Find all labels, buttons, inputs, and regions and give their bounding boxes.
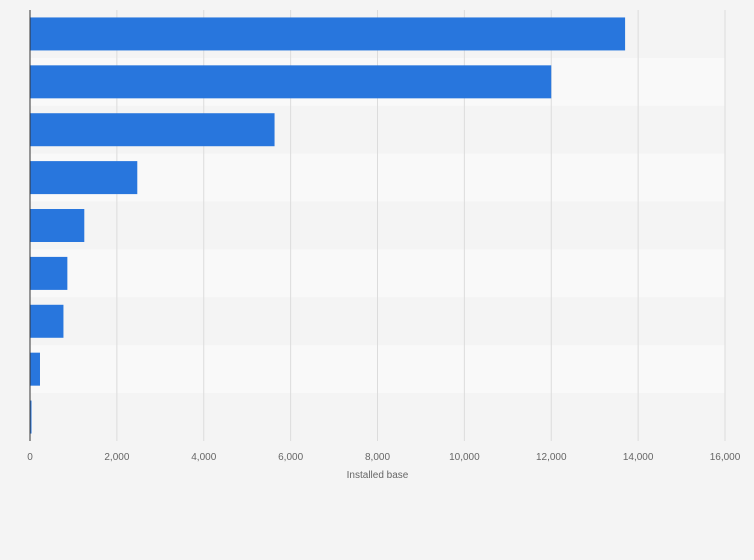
x-tick-label: 2,000 [104,452,129,463]
x-tick-label: 6,000 [278,452,303,463]
x-tick-label: 10,000 [449,452,480,463]
x-tick-label: 4,000 [191,452,216,463]
bar[interactable] [30,400,32,434]
x-tick-label: 16,000 [710,452,741,463]
bar[interactable] [30,256,68,290]
bar[interactable] [30,304,64,338]
x-tick-label: 0 [27,452,33,463]
x-axis-title: Installed base [347,470,409,481]
bars [30,17,626,434]
x-tick-label: 14,000 [623,452,654,463]
bar[interactable] [30,65,552,99]
bar[interactable] [30,352,40,386]
x-tick-label: 12,000 [536,452,567,463]
x-axis-ticks: 0 2,000 4,000 6,000 8,000 10,000 12,000 14,000 1… [27,452,741,463]
bar[interactable] [30,209,85,242]
x-tick-label: 8,000 [365,452,390,463]
bar[interactable] [30,17,626,51]
bar[interactable] [30,113,275,147]
bar[interactable] [30,161,138,195]
